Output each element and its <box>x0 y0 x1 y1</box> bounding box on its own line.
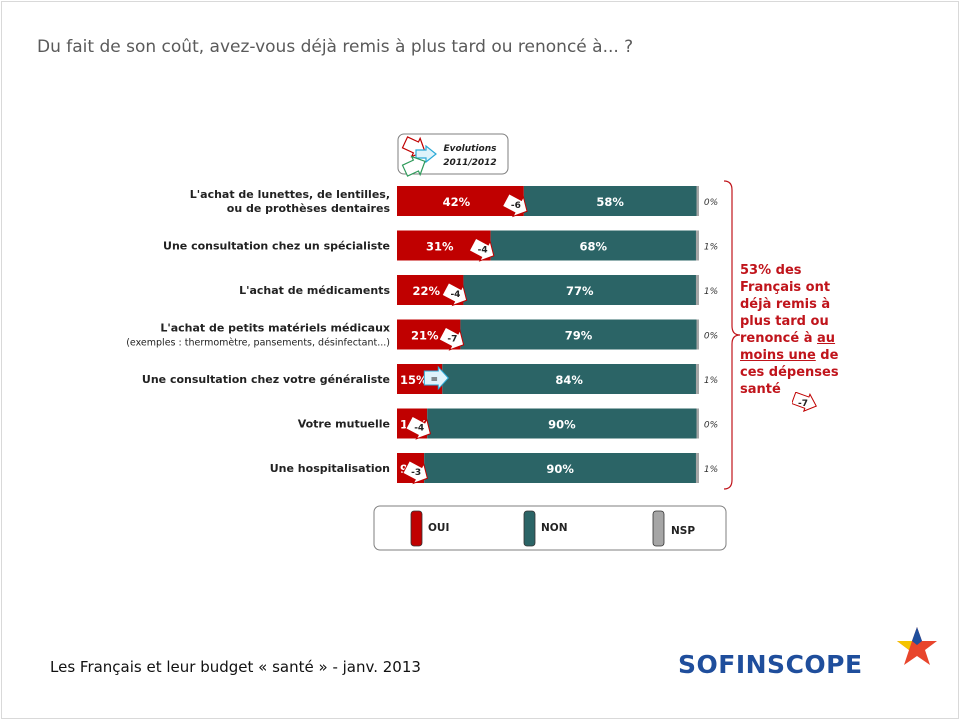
bar-nsp-5 <box>696 408 699 439</box>
sofinscope-logo: SOFINSCOPE <box>678 650 863 679</box>
legend-label-nsp: NSP <box>671 525 695 537</box>
callout-delta-arrow: -7 <box>792 392 817 412</box>
value-label-non-0: 58% <box>596 195 624 209</box>
value-label-oui-2: 22% <box>412 284 440 298</box>
evolution-arrow-icon-0 <box>501 193 528 218</box>
bar-oui-0 <box>397 186 524 216</box>
category-label-4: Une consultation chez votre généraliste <box>142 373 390 386</box>
evolution-legend-box: Evolutions 2011/2012 <box>397 133 509 177</box>
star-logo-icon <box>897 627 937 665</box>
bar-nsp-6 <box>695 453 699 483</box>
evolution-tag-3: -7 <box>438 326 465 351</box>
footer-text: Les Français et leur budget « santé » - … <box>50 658 421 676</box>
category-label-2: L'achat de médicaments <box>239 284 390 297</box>
bar-non-4 <box>442 364 696 394</box>
legend-swatch-nsp <box>652 510 665 547</box>
equal-arrow-icon <box>415 144 437 164</box>
bar-nsp-0 <box>696 186 699 216</box>
callout-part1: 53% des Français ont déjà remis à plus t… <box>740 263 831 346</box>
evolution-label-6: -3 <box>411 468 421 478</box>
value-label-nsp-0: 0% <box>704 198 718 208</box>
callout-text: 53% des Français ont déjà remis à plus t… <box>740 262 846 398</box>
callout-part2: de ces dépenses santé <box>740 348 839 397</box>
evolution-arrow-icon-5 <box>405 415 431 440</box>
category-label-6: Une hospitalisation <box>270 462 390 475</box>
up-arrow-icon <box>401 155 426 177</box>
category-label-0: L'achat de lunettes, de lentilles, <box>190 188 390 201</box>
evolution-label-4: = <box>431 375 439 385</box>
value-label-nsp-2: 1% <box>704 287 718 297</box>
evolution-label-1: -4 <box>478 246 488 256</box>
value-label-nsp-4: 1% <box>704 376 718 386</box>
bar-non-2 <box>463 275 696 305</box>
value-label-oui-3: 21% <box>411 329 439 343</box>
bar-non-0 <box>523 186 697 216</box>
chart-title: Du fait de son coût, avez-vous déjà remi… <box>37 37 634 57</box>
category-label-1: Une consultation chez un spécialiste <box>163 240 390 253</box>
evolution-tag-6: -3 <box>402 460 428 485</box>
legend: OUI NON NSP <box>373 505 727 551</box>
bar-non-6 <box>424 453 696 483</box>
value-label-oui-4: 15% <box>400 373 428 387</box>
evolution-tag-2: -4 <box>441 282 468 307</box>
evolution-tag-5: -4 <box>405 415 431 440</box>
value-label-nsp-3: 0% <box>704 332 718 342</box>
evolution-tag-0: -6 <box>501 193 528 218</box>
evolution-label-2: 2011/2012 <box>443 158 496 168</box>
legend-swatch-non <box>523 510 536 547</box>
callout-bracket <box>723 180 741 490</box>
bar-nsp-4 <box>695 364 699 394</box>
category-label-line2-0: ou de prothèses dentaires <box>227 202 391 215</box>
value-label-nsp-6: 1% <box>704 465 718 475</box>
evolution-arrow-icon-2 <box>441 282 468 307</box>
value-label-non-1: 68% <box>580 240 608 254</box>
evolution-label-1: Evolutions <box>443 144 497 154</box>
callout-underlined: au moins une <box>740 331 836 363</box>
evolution-tag-1: -4 <box>468 237 495 262</box>
bar-nsp-2 <box>695 275 699 305</box>
bar-non-1 <box>490 230 696 261</box>
category-label-5: Votre mutuelle <box>298 418 390 431</box>
category-label-3: L'achat de petits matériels médicaux <box>160 322 390 335</box>
legend-label-oui: OUI <box>428 522 449 534</box>
value-label-non-6: 90% <box>546 462 574 476</box>
evolution-label-0: -6 <box>511 201 521 211</box>
legend-label-non: NON <box>541 522 568 534</box>
value-label-non-5: 90% <box>548 418 576 432</box>
evolution-arrow-icon-6 <box>402 460 428 485</box>
legend-swatch-oui <box>410 510 423 547</box>
bar-nsp-1 <box>695 230 699 261</box>
evolution-label-3: -7 <box>447 335 457 345</box>
category-sublabel-3: (exemples : thermomètre, pansements, dés… <box>126 338 390 349</box>
evolution-arrow-icon-4 <box>423 365 449 391</box>
value-label-nsp-1: 1% <box>704 243 718 253</box>
evolution-tag-4: = <box>423 365 449 391</box>
value-label-non-3: 79% <box>565 329 593 343</box>
evolution-label-5: -4 <box>414 424 424 434</box>
bar-non-5 <box>427 408 697 439</box>
bar-non-3 <box>460 319 697 350</box>
bar-nsp-3 <box>696 319 699 350</box>
value-label-nsp-5: 0% <box>704 421 718 431</box>
value-label-oui-0: 42% <box>443 195 471 209</box>
evolution-label-2: -4 <box>450 290 460 300</box>
callout-delta-label: -7 <box>798 399 808 409</box>
value-label-non-2: 77% <box>566 284 594 298</box>
value-label-non-4: 84% <box>555 373 583 387</box>
evolution-arrow-icon-3 <box>438 326 465 351</box>
evolution-arrow-icon-1 <box>468 237 495 262</box>
value-label-oui-1: 31% <box>426 240 454 254</box>
